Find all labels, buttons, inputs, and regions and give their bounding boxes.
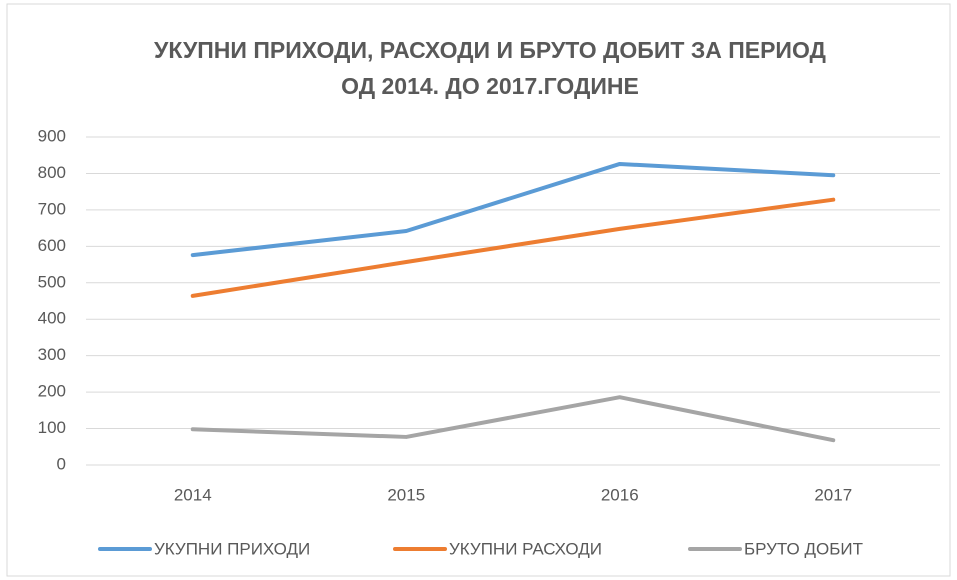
x-tick-label: 2014 bbox=[174, 485, 212, 504]
y-tick-label: 300 bbox=[38, 345, 66, 364]
y-tick-label: 600 bbox=[38, 236, 66, 255]
x-tick-label: 2017 bbox=[814, 485, 852, 504]
y-tick-label: 800 bbox=[38, 163, 66, 182]
series-line bbox=[190, 197, 836, 298]
legend-label: УКУПНИ РАСХОДИ bbox=[449, 539, 602, 558]
x-tick-label: 2015 bbox=[387, 485, 425, 504]
y-tick-label: 200 bbox=[38, 382, 66, 401]
legend-label: БРУТО ДОБИТ bbox=[744, 539, 863, 558]
y-tick-label: 900 bbox=[38, 126, 66, 145]
y-tick-label: 100 bbox=[38, 418, 66, 437]
x-tick-label: 2016 bbox=[601, 485, 639, 504]
y-tick-label: 500 bbox=[38, 272, 66, 291]
chart-border bbox=[6, 3, 951, 577]
legend-label: УКУПНИ ПРИХОДИ bbox=[154, 539, 310, 558]
chart-title: УКУПНИ ПРИХОДИ, РАСХОДИ И БРУТО ДОБИТ ЗА… bbox=[154, 37, 826, 63]
y-tick-label: 400 bbox=[38, 309, 66, 328]
chart-title: ОД 2014. ДО 2017.ГОДИНЕ bbox=[341, 73, 639, 99]
series-line bbox=[190, 161, 836, 258]
y-tick-label: 700 bbox=[38, 199, 66, 218]
y-tick-label: 0 bbox=[57, 454, 66, 473]
series-line bbox=[190, 395, 836, 443]
